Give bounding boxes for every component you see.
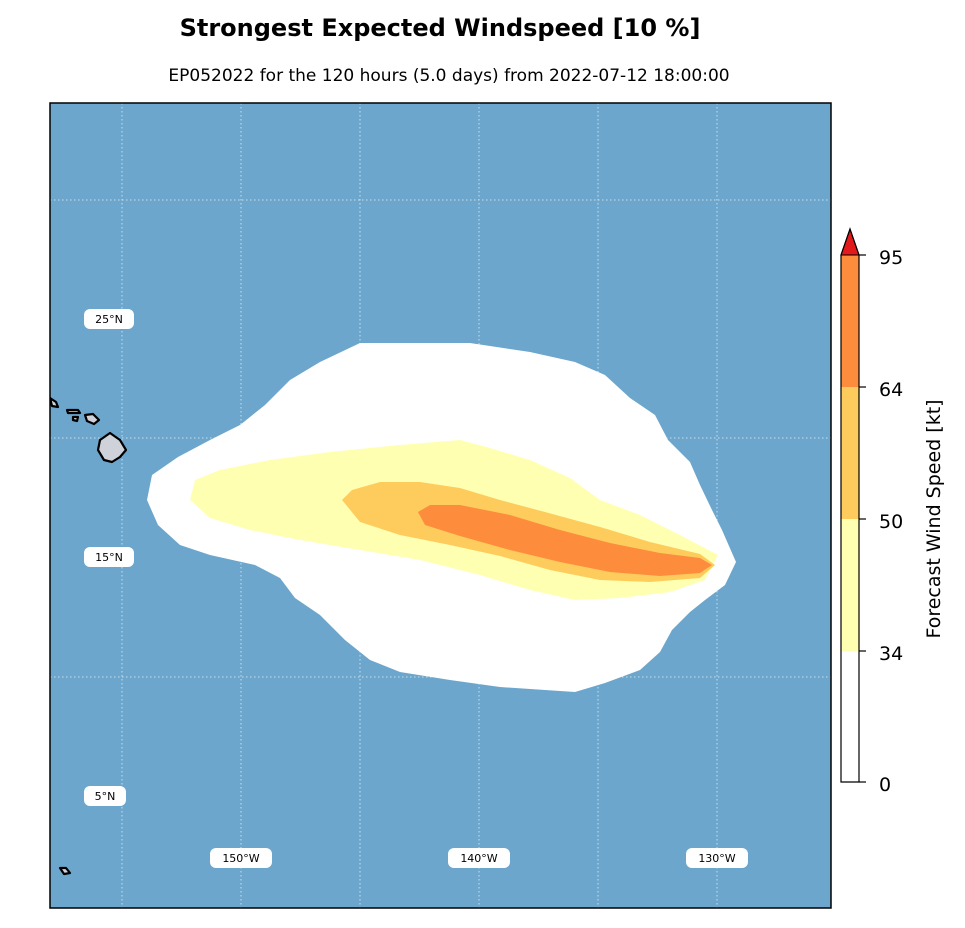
colorbar-segment-64-95 <box>841 255 859 387</box>
lon-labels: 150°W 140°W 130°W <box>210 848 748 868</box>
island-lanai <box>71 415 80 423</box>
island-maui <box>83 412 101 426</box>
hawaii-islands <box>50 396 128 876</box>
lat-label-25n: 25°N <box>95 313 123 326</box>
island-oahu <box>50 396 60 409</box>
colorbar-extend-arrow <box>840 227 860 256</box>
colorbar-tick-label-64: 64 <box>879 379 903 401</box>
island-south-islet <box>58 866 72 876</box>
lon-label-150w: 150°W <box>222 852 259 865</box>
colorbar-tick-label-0: 0 <box>879 774 891 796</box>
lon-label-140w: 140°W <box>460 852 497 865</box>
colorbar-tick-label-34: 34 <box>879 643 903 665</box>
colorbar-segment-50-64 <box>841 387 859 519</box>
swath-64-95kt <box>418 505 712 576</box>
lat-label-15n: 15°N <box>95 551 123 564</box>
island-molokai <box>65 408 82 415</box>
map-frame <box>49 102 832 909</box>
colorbar-tick-label-50: 50 <box>879 511 903 533</box>
colorbar-label: Forecast Wind Speed [kt] <box>923 399 945 638</box>
colorbar: 0 34 50 64 95 Forecast Wind Speed [kt] <box>840 227 945 796</box>
lat-label-5n: 5°N <box>95 790 116 803</box>
island-big-island <box>96 431 128 464</box>
colorbar-segment-0-34 <box>841 651 859 782</box>
lon-label-130w: 130°W <box>698 852 735 865</box>
lat-labels: 25°N 15°N 5°N <box>84 309 134 806</box>
colorbar-tick-label-95: 95 <box>879 247 903 269</box>
chart-title: Strongest Expected Windspeed [10 %] <box>179 14 701 42</box>
colorbar-segment-34-50 <box>841 519 859 651</box>
chart-subtitle: EP052022 for the 120 hours (5.0 days) fr… <box>168 66 730 86</box>
